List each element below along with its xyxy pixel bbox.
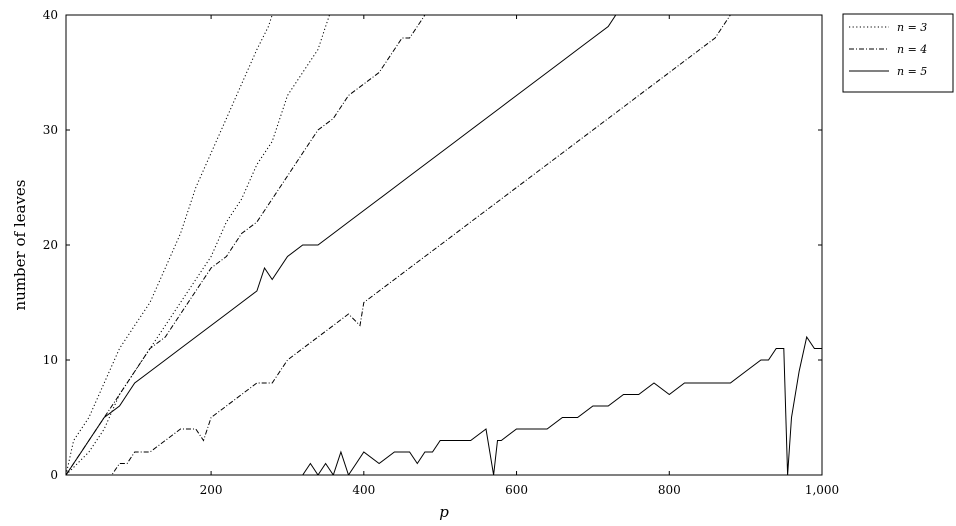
series-line-4 [66,15,731,475]
x-tick-label: 200 [200,483,223,497]
y-axis-label: number of leaves [11,180,29,311]
legend-box [842,13,954,93]
x-tick-label: 1,000 [805,483,839,497]
y-tick-label: 30 [43,123,58,137]
legend: n = 3 n = 4 n = 5 [842,13,954,93]
x-tick-label: 400 [352,483,375,497]
plot-area [66,15,822,475]
plot-frame [65,14,823,476]
y-tick-label: 40 [43,8,58,22]
series-line-6 [66,335,822,475]
legend-label: n = 3 [897,21,927,34]
series-line-1 [66,15,273,475]
y-tick-label: 10 [43,353,58,367]
y-tick-label: 0 [50,468,58,482]
x-tick-label: 800 [658,483,681,497]
y-tick-label: 20 [43,238,58,252]
legend-label: n = 5 [897,65,927,78]
series-line-2 [66,15,334,475]
series-line-5 [66,15,624,475]
series-line-3 [66,15,441,475]
x-tick-label: 600 [505,483,528,497]
x-axis-label: p [439,503,449,521]
legend-label: n = 4 [897,43,927,56]
axis-ticks: 200 400 600 800 1,000 0 10 20 30 40 [43,8,839,497]
